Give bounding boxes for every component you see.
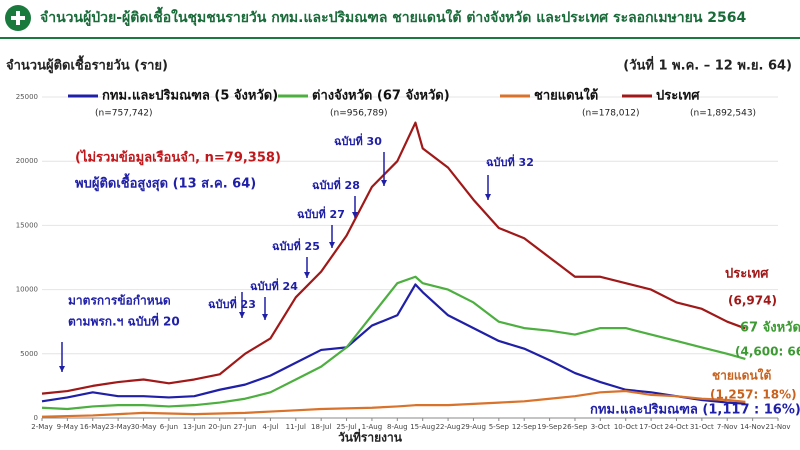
annotation: ฉบับที่ 23 bbox=[208, 296, 256, 311]
x-tick-label: 11-Jul bbox=[286, 423, 306, 431]
x-tick-label: 31-Oct bbox=[690, 423, 714, 431]
y-tick-label: 0 bbox=[34, 414, 38, 422]
annotation: (6,974) bbox=[728, 294, 777, 308]
y-tick-label: 15000 bbox=[16, 221, 38, 229]
x-tick-label: 21-Nov bbox=[765, 423, 790, 431]
legend-label: ชายแดนใต้ bbox=[534, 87, 598, 104]
annotation: พบผู้ติดเชื้อสูงสุด (13 ส.ค. 64) bbox=[75, 173, 256, 192]
annotation: ชายแดนใต้ bbox=[712, 368, 772, 383]
x-tick-label: 15-Aug bbox=[410, 423, 435, 431]
x-tick-label: 30-May bbox=[131, 423, 157, 431]
annotation: (ไม่รวมข้อมูลเรือนจำ, n=79,358) bbox=[75, 149, 281, 166]
x-tick-label: 6-Jun bbox=[160, 423, 178, 431]
series-line bbox=[41, 275, 746, 411]
x-tick-label: 20-Jun bbox=[208, 423, 231, 431]
x-axis-title: วันที่รายงาน bbox=[338, 429, 403, 445]
arrow-head bbox=[381, 180, 387, 186]
annotation: ประเทศ bbox=[725, 267, 769, 282]
legend-label: ประเทศ bbox=[656, 89, 700, 104]
x-tick-label: 8-Aug bbox=[387, 423, 408, 431]
x-tick-label: 18-Jul bbox=[311, 423, 331, 431]
logo-cross bbox=[11, 11, 25, 25]
x-tick-label: 23-May bbox=[105, 423, 131, 431]
x-tick-label: 13-Jun bbox=[183, 423, 206, 431]
x-tick-label: 9-May bbox=[57, 423, 78, 431]
y-tick-label: 10000 bbox=[16, 286, 38, 294]
x-tick-label: 25-Jul bbox=[336, 423, 356, 431]
x-tick-label: 19-Sep bbox=[537, 423, 562, 431]
x-tick-label: 29-Aug bbox=[461, 423, 486, 431]
annotation: ฉบับที่ 32 bbox=[486, 154, 534, 169]
annotation: 67 จังหวัด bbox=[740, 321, 800, 336]
x-tick-label: 22-Aug bbox=[436, 423, 461, 431]
legend-count: (n=757,742) bbox=[95, 109, 153, 119]
x-tick-label: 7-Nov bbox=[717, 423, 738, 431]
arrow-head bbox=[239, 312, 245, 318]
y-tick-label: 25000 bbox=[16, 93, 38, 101]
x-tick-label: 17-Oct bbox=[639, 423, 663, 431]
arrow-head bbox=[352, 212, 358, 218]
annotation: กทม.และปริมณฑล (1,117 : 16%) bbox=[590, 403, 800, 418]
annotation: (1,257: 18%) bbox=[710, 388, 797, 402]
legend-count: (n=1,892,543) bbox=[690, 109, 756, 119]
annotation: ตามพรก.ฯ ฉบับที่ 20 bbox=[68, 313, 180, 329]
series-line bbox=[41, 283, 746, 405]
annotation: ฉบับที่ 24 bbox=[250, 278, 298, 293]
arrow-head bbox=[59, 366, 65, 372]
x-tick-label: 4-Jul bbox=[262, 423, 278, 431]
x-tick-label: 5-Sep bbox=[489, 423, 510, 431]
x-tick-label: 14-Nov bbox=[740, 423, 765, 431]
arrow-head bbox=[329, 242, 335, 248]
y-tick-label: 20000 bbox=[16, 157, 38, 165]
legend-count: (n=178,012) bbox=[582, 109, 640, 119]
x-tick-label: 16-May bbox=[80, 423, 106, 431]
series-line bbox=[41, 389, 746, 418]
annotation: ฉบับที่ 28 bbox=[312, 177, 360, 192]
date-range: (วันที่ 1 พ.ค. – 12 พ.ย. 64) bbox=[623, 56, 792, 74]
legend-label: ต่างจังหวัด (67 จังหวัด) bbox=[312, 89, 450, 104]
x-tick-label: 12-Sep bbox=[512, 423, 537, 431]
x-tick-label: 24-Oct bbox=[665, 423, 689, 431]
x-tick-label: 27-Jun bbox=[234, 423, 257, 431]
annotation: ฉบับที่ 30 bbox=[334, 133, 382, 148]
x-tick-label: 3-Oct bbox=[591, 423, 611, 431]
arrow-head bbox=[262, 314, 268, 320]
x-tick-label: 1-Aug bbox=[362, 423, 383, 431]
annotation: มาตรการข้อกำหนด bbox=[68, 294, 171, 308]
subtitle: จำนวนผู้ติดเชื้อรายวัน (ราย) bbox=[6, 55, 168, 74]
y-tick-label: 5000 bbox=[20, 350, 38, 358]
x-tick-label: 26-Sep bbox=[563, 423, 588, 431]
annotation: ฉบับที่ 27 bbox=[297, 206, 345, 221]
annotation: (4,600: 66%) bbox=[735, 345, 800, 359]
arrow-head bbox=[485, 194, 491, 200]
series-line bbox=[41, 121, 746, 395]
legend-label: กทม.และปริมณฑล (5 จังหวัด) bbox=[102, 89, 278, 104]
x-tick-label: 10-Oct bbox=[614, 423, 638, 431]
chart-title: จำนวนผู้ป่วย-ผู้ติดเชื้อในชุมชนรายวัน กท… bbox=[40, 6, 747, 26]
annotation: ฉบับที่ 25 bbox=[272, 238, 320, 253]
x-tick-label: 2-May bbox=[31, 423, 52, 431]
arrow-head bbox=[304, 272, 310, 278]
legend-count: (n=956,789) bbox=[330, 109, 388, 119]
